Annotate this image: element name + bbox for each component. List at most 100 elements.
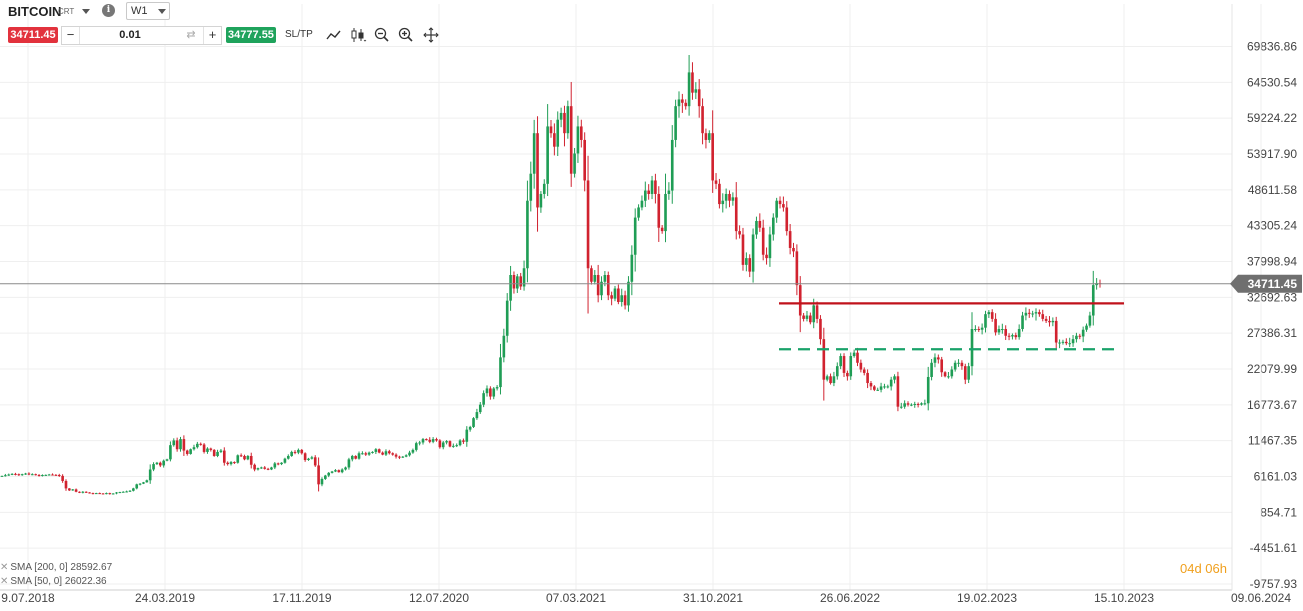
- quantity-minus-button[interactable]: −: [62, 27, 80, 44]
- candle-body: [647, 190, 650, 194]
- candle-body: [539, 193, 543, 208]
- candle-body: [553, 133, 556, 147]
- zoom-out-icon[interactable]: [373, 26, 391, 44]
- candle-body: [734, 197, 738, 232]
- candle-body: [158, 462, 162, 466]
- crosshair-icon[interactable]: [422, 26, 440, 44]
- candle-body: [829, 376, 832, 384]
- candle-body: [984, 314, 987, 328]
- candle-body: [435, 439, 438, 441]
- candle-body: [654, 180, 657, 194]
- close-icon[interactable]: ✕: [0, 576, 9, 587]
- candle-body: [711, 133, 714, 181]
- x-tick-label: 12.07.2020: [409, 591, 469, 605]
- line-chart-icon[interactable]: [325, 26, 343, 44]
- candle-body: [472, 418, 475, 427]
- candle-body: [1051, 320, 1055, 323]
- candle-body: [293, 451, 297, 453]
- candle-body: [1091, 285, 1095, 316]
- sma50-legend[interactable]: ✕ SMA [50, 0] 26022.36: [0, 576, 107, 587]
- candle-body: [256, 468, 260, 470]
- candle-body: [943, 372, 947, 377]
- candle-body: [125, 491, 128, 493]
- candle-body: [388, 451, 391, 454]
- candle-body: [782, 204, 785, 208]
- candle-body: [627, 281, 630, 306]
- candle-body: [707, 133, 711, 140]
- candle-body: [199, 443, 203, 445]
- candle-body: [108, 493, 112, 495]
- candle-body: [381, 452, 384, 455]
- candle-body: [920, 403, 923, 405]
- candle-body: [142, 482, 145, 484]
- candle-body: [906, 403, 910, 405]
- candle-body: [27, 473, 31, 475]
- candle-body: [600, 281, 603, 296]
- x-tick-label: 15.10.2023: [1094, 591, 1154, 605]
- candle-body: [320, 478, 324, 485]
- candle-body: [431, 439, 435, 442]
- candle-body: [1071, 339, 1075, 344]
- candle-body: [1027, 312, 1031, 314]
- candle-body: [768, 234, 772, 259]
- candle-body: [643, 190, 647, 201]
- x-tick-label: 09.06.2024: [1231, 591, 1291, 605]
- candle-body: [977, 329, 981, 331]
- candle-body: [745, 258, 748, 265]
- candlestick-icon[interactable]: [349, 26, 367, 44]
- candle-body: [340, 469, 344, 473]
- candle-body: [441, 442, 445, 448]
- candle-body: [923, 403, 927, 405]
- buy-price-button[interactable]: 34777.55: [226, 27, 276, 43]
- candle-body: [586, 180, 590, 269]
- candle-body: [478, 404, 482, 413]
- candle-body: [926, 376, 930, 404]
- close-icon[interactable]: ✕: [0, 562, 9, 573]
- candle-body: [452, 445, 455, 447]
- candle-body: [468, 426, 472, 430]
- candle-body: [169, 445, 172, 460]
- price-tag: [1230, 274, 1302, 293]
- candle-body: [206, 448, 209, 452]
- sell-price-button[interactable]: 34711.45: [8, 27, 58, 43]
- candle-body: [775, 200, 778, 218]
- candle-body: [896, 376, 900, 407]
- candle-body: [660, 227, 664, 232]
- quantity-input[interactable]: 0.01: [119, 29, 141, 41]
- zoom-in-icon[interactable]: [397, 26, 415, 44]
- candle-body: [81, 491, 85, 493]
- candle-body: [1065, 341, 1068, 344]
- candle-body: [940, 359, 944, 373]
- candle-body: [748, 258, 752, 272]
- candle-body: [1085, 325, 1088, 330]
- candle-body: [994, 318, 997, 333]
- y-tick-label: 6161.03: [1254, 470, 1298, 484]
- candle-body: [465, 429, 469, 442]
- candle-body: [899, 406, 903, 408]
- candle-body: [44, 474, 48, 476]
- symbol-name[interactable]: BITCOIN: [8, 4, 62, 19]
- sltp-button[interactable]: SL/TP: [285, 29, 313, 40]
- candle-body: [721, 200, 725, 205]
- candle-body: [418, 442, 421, 444]
- swap-icon[interactable]: ⇄: [186, 29, 196, 41]
- symbol-dropdown-icon[interactable]: [82, 9, 90, 14]
- info-icon[interactable]: i: [102, 4, 115, 17]
- candle-body: [697, 89, 701, 107]
- sma200-legend[interactable]: ✕ SMA [200, 0] 28592.67: [0, 562, 112, 573]
- candle-body: [74, 489, 78, 492]
- candle-body: [270, 467, 273, 470]
- x-tick-label: 9.07.2018: [1, 591, 55, 605]
- candle-body: [283, 458, 287, 463]
- candle-body: [758, 220, 762, 228]
- candle-body: [364, 453, 368, 455]
- candle-body: [556, 119, 560, 147]
- candle-body: [51, 474, 54, 476]
- candle-body: [620, 295, 624, 303]
- candle-body: [970, 329, 974, 367]
- timeframe-select[interactable]: W1: [126, 2, 170, 20]
- candle-body: [57, 475, 61, 477]
- candle-body: [832, 376, 836, 384]
- quantity-plus-button[interactable]: +: [203, 27, 221, 44]
